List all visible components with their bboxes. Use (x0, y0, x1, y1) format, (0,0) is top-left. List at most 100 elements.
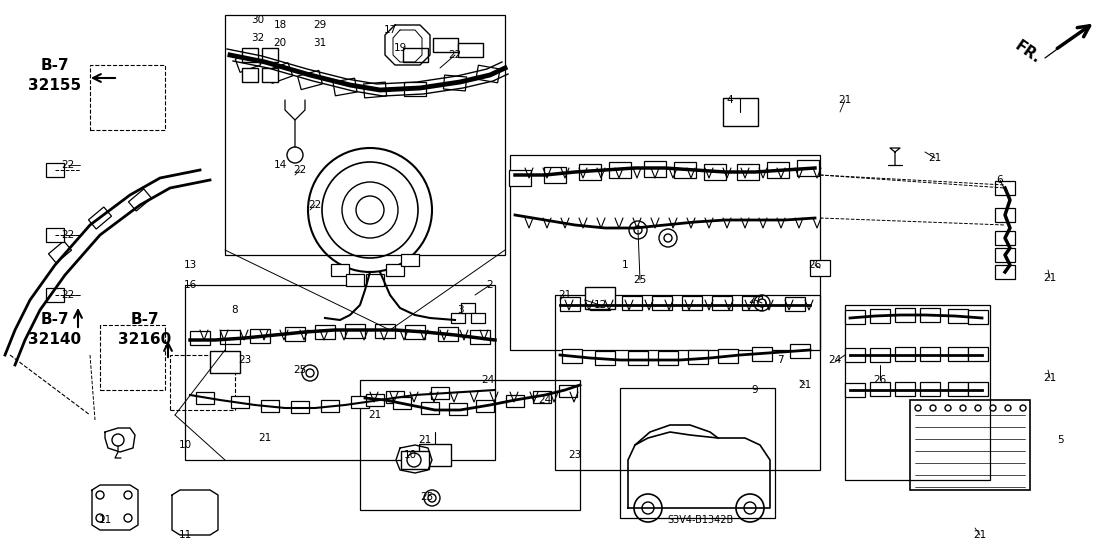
Bar (242, 68, 258, 82)
Bar (658, 351, 678, 365)
Bar (968, 347, 988, 361)
Bar (267, 62, 293, 84)
Text: 4: 4 (727, 95, 733, 105)
Bar (870, 382, 890, 396)
Bar (810, 260, 830, 276)
Bar (332, 78, 357, 96)
Bar (506, 395, 524, 407)
Circle shape (642, 502, 654, 514)
Bar (995, 208, 1015, 222)
Text: 26: 26 (809, 260, 822, 270)
Bar (196, 392, 214, 404)
Bar (443, 75, 466, 91)
Text: 24: 24 (481, 375, 494, 385)
Bar (471, 313, 485, 323)
Bar (555, 295, 820, 470)
Text: B-7: B-7 (41, 312, 70, 327)
Bar (291, 401, 309, 413)
Bar (47, 163, 64, 177)
Text: 10: 10 (403, 450, 417, 460)
Bar (895, 308, 915, 322)
Bar (129, 189, 152, 211)
Text: 16: 16 (184, 280, 196, 290)
Bar (510, 155, 820, 350)
Bar (47, 288, 64, 302)
Text: 32160: 32160 (119, 332, 172, 347)
Bar (870, 309, 890, 323)
Text: 1: 1 (622, 260, 628, 270)
Text: 22: 22 (308, 200, 321, 210)
Bar (261, 48, 278, 62)
Bar (688, 350, 708, 364)
Text: 27: 27 (748, 295, 761, 305)
Bar (461, 303, 475, 313)
Bar (562, 349, 582, 363)
Bar (185, 285, 495, 460)
Bar (585, 287, 615, 309)
Bar (895, 347, 915, 361)
Bar (230, 396, 249, 408)
Bar (742, 296, 762, 310)
Text: 24: 24 (829, 355, 842, 365)
Circle shape (930, 405, 936, 411)
Bar (560, 297, 579, 311)
Text: 10: 10 (178, 440, 192, 450)
Bar (432, 38, 458, 52)
Text: 21: 21 (258, 433, 271, 443)
Bar (533, 391, 551, 403)
Bar (321, 400, 339, 412)
Bar (589, 296, 611, 310)
Bar (968, 382, 988, 396)
Bar (948, 382, 968, 396)
Bar (737, 164, 759, 180)
Bar (220, 330, 240, 344)
Text: 11: 11 (178, 530, 192, 540)
Bar (704, 164, 726, 180)
Bar (386, 264, 404, 276)
Bar (419, 444, 451, 466)
Text: 32140: 32140 (29, 332, 82, 347)
Bar (406, 325, 425, 339)
Bar (261, 68, 278, 82)
Text: 20: 20 (274, 38, 287, 48)
Text: 22: 22 (61, 230, 74, 240)
Bar (225, 15, 505, 255)
Text: 8: 8 (232, 305, 238, 315)
Bar (674, 162, 696, 178)
Bar (784, 297, 806, 311)
Circle shape (1020, 405, 1026, 411)
Bar (920, 308, 940, 322)
Bar (718, 349, 738, 363)
Text: 25: 25 (294, 365, 307, 375)
Bar (683, 296, 702, 310)
Text: 31: 31 (314, 38, 327, 48)
Bar (189, 331, 211, 345)
Bar (870, 348, 890, 362)
Bar (401, 254, 419, 266)
Text: S3V4-B1342B: S3V4-B1342B (667, 515, 733, 525)
Text: 32: 32 (252, 33, 265, 43)
Bar (609, 162, 630, 178)
Bar (386, 391, 404, 403)
Circle shape (634, 226, 642, 234)
Text: 22: 22 (61, 290, 74, 300)
Bar (170, 355, 235, 410)
Bar (752, 347, 772, 361)
Bar (995, 265, 1015, 279)
Bar (250, 329, 270, 343)
Bar (375, 324, 394, 338)
Circle shape (743, 502, 756, 514)
Text: 19: 19 (393, 43, 407, 53)
Text: 11: 11 (99, 515, 112, 525)
Bar (920, 347, 940, 361)
Text: 7: 7 (777, 355, 783, 365)
Text: 14: 14 (274, 160, 287, 170)
Bar (393, 397, 411, 409)
Bar (315, 325, 335, 339)
Bar (845, 310, 865, 324)
Bar (211, 351, 240, 373)
Bar (790, 344, 810, 358)
Bar (242, 48, 258, 62)
Text: 32155: 32155 (29, 77, 82, 92)
Circle shape (758, 299, 766, 307)
